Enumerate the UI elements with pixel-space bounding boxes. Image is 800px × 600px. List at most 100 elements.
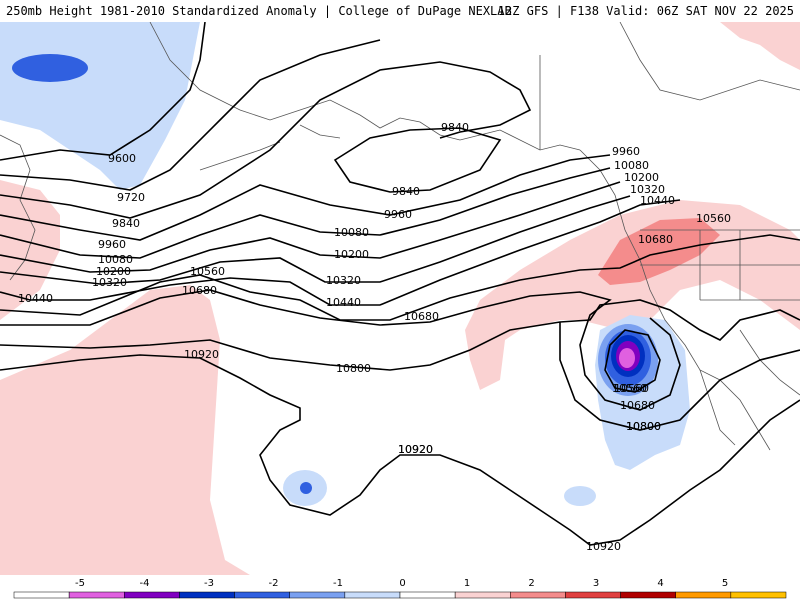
label-10920: 10920 (184, 348, 219, 361)
pos-anomaly-east-pacific (465, 200, 800, 390)
legend-swatch (234, 591, 290, 599)
map: 9600 9720 9840 9960 10080 10200 10320 10… (0, 22, 800, 575)
label-10800: 10800 (336, 362, 371, 375)
legend-colorbar: -5 -4 -3 -2 -1 0 1 2 3 4 5 (13, 578, 787, 599)
neg-anomaly-south (564, 486, 596, 506)
legend-swatch (289, 591, 346, 599)
label-10080-mid: 10080 (334, 226, 369, 239)
height-contours (0, 22, 800, 546)
label-9960: 9960 (98, 238, 126, 251)
label-10560-east: 10560 (696, 212, 731, 225)
label-10200: 10200 (96, 265, 131, 278)
label-10200-east: 10200 (624, 171, 659, 184)
legend-tick-label: 4 (657, 578, 663, 589)
label-10320-mid: 10320 (326, 274, 361, 287)
us-states (640, 229, 800, 301)
contour-labels: 9600 9720 9840 9960 10080 10200 10320 10… (18, 121, 731, 553)
legend-bar (13, 591, 787, 599)
header: 250mb Height 1981-2010 Standardized Anom… (0, 0, 800, 22)
label-10680-mid: 10680 (404, 310, 439, 323)
legend-tick-label: 1 (464, 578, 470, 589)
label-9840-north: 9840 (441, 121, 469, 134)
contour-10560 (0, 234, 800, 321)
legend-ticks: -5 -4 -3 -2 -1 0 1 2 3 4 5 (75, 578, 728, 589)
legend-swatch (13, 591, 70, 599)
label-9840: 9840 (112, 217, 140, 230)
label-10680-east: 10680 (638, 233, 673, 246)
contour-9840-closed (333, 127, 502, 193)
canada-interior (539, 22, 800, 150)
legend-swatch (675, 591, 732, 599)
neg-anomaly-low-core (619, 348, 635, 368)
pos-anomaly-core-west-coast (598, 218, 720, 285)
legend-tick-label: 3 (593, 578, 599, 589)
label-10440: 10440 (18, 292, 53, 305)
legend-swatch (565, 591, 621, 599)
legend-tick-label: 0 (399, 578, 405, 589)
model-valid-time: 12Z GFS | F138 Valid: 06Z SAT NOV 22 202… (497, 4, 794, 18)
contour-10080 (0, 167, 611, 259)
label-10080-east: 10080 (614, 159, 649, 172)
label-9600: 9600 (108, 152, 136, 165)
contour-9840-north (0, 61, 532, 219)
legend-swatch (344, 591, 401, 599)
contour-9960 (0, 154, 611, 241)
label-10680-low: 10680 (620, 399, 655, 412)
neg-anomaly-northwest (0, 22, 200, 190)
contour-9720 (0, 39, 381, 191)
neg-anomaly-hawaii-core (300, 482, 312, 494)
west-coast-na (579, 149, 771, 451)
contour-10320 (0, 195, 631, 285)
aleutians (199, 124, 341, 171)
label-10200-mid: 10200 (334, 248, 369, 261)
label-10560-low: 10560 (614, 382, 649, 395)
contour-10560-low (604, 329, 661, 393)
legend-swatch (68, 591, 125, 599)
legend-swatch (730, 591, 787, 599)
legend-swatch (510, 591, 566, 599)
legend-tick-label: 5 (722, 578, 728, 589)
label-10440-east: 10440 (640, 194, 675, 207)
neg-anomaly-core-northwest (12, 54, 88, 82)
label-10800-mid: 10800 (626, 420, 661, 433)
map-title: 250mb Height 1981-2010 Standardized Anom… (6, 4, 512, 18)
alaska-coast (149, 22, 581, 151)
contour-10800 (0, 299, 800, 431)
baja (699, 369, 736, 446)
legend-swatch (124, 591, 180, 599)
legend-swatch (620, 591, 676, 599)
legend-swatch (399, 591, 456, 599)
contour-9600 (0, 22, 206, 161)
contour-10200 (0, 181, 621, 273)
label-9840-south: 9840 (392, 185, 420, 198)
pos-anomaly-northeast (720, 22, 800, 70)
legend-tick-label: 2 (528, 578, 534, 589)
label-9720: 9720 (117, 191, 145, 204)
legend-tick-label: -3 (204, 578, 214, 589)
label-10560-mid: 10560 (612, 382, 647, 395)
contour-10680 (0, 289, 681, 411)
legend-tick-label: -5 (75, 578, 85, 589)
contour-10920 (0, 354, 800, 546)
pos-anomaly-southwest (0, 285, 250, 575)
label-10800-low: 10800 (626, 420, 661, 433)
label-10920-hawaii: 10920 (398, 443, 433, 456)
legend-swatch (179, 591, 235, 599)
label-10320-east: 10320 (630, 183, 665, 196)
legend-tick-label: -4 (140, 578, 150, 589)
label-10920-mid: 10920 (398, 443, 433, 456)
label-10680: 10680 (182, 284, 217, 297)
legend-tick-label: -1 (333, 578, 343, 589)
label-9960-mid: 9960 (384, 208, 412, 221)
coastlines (0, 22, 800, 451)
label-10920-south: 10920 (586, 540, 621, 553)
pos-anomaly-west (0, 180, 60, 320)
label-9960-east: 9960 (612, 145, 640, 158)
label-10440-mid: 10440 (326, 296, 361, 309)
legend-swatch (454, 591, 511, 599)
label-10560: 10560 (190, 265, 225, 278)
mexico-coast (739, 329, 800, 396)
legend-tick-label: -2 (269, 578, 279, 589)
contour-10440 (0, 199, 681, 306)
label-10320: 10320 (92, 276, 127, 289)
